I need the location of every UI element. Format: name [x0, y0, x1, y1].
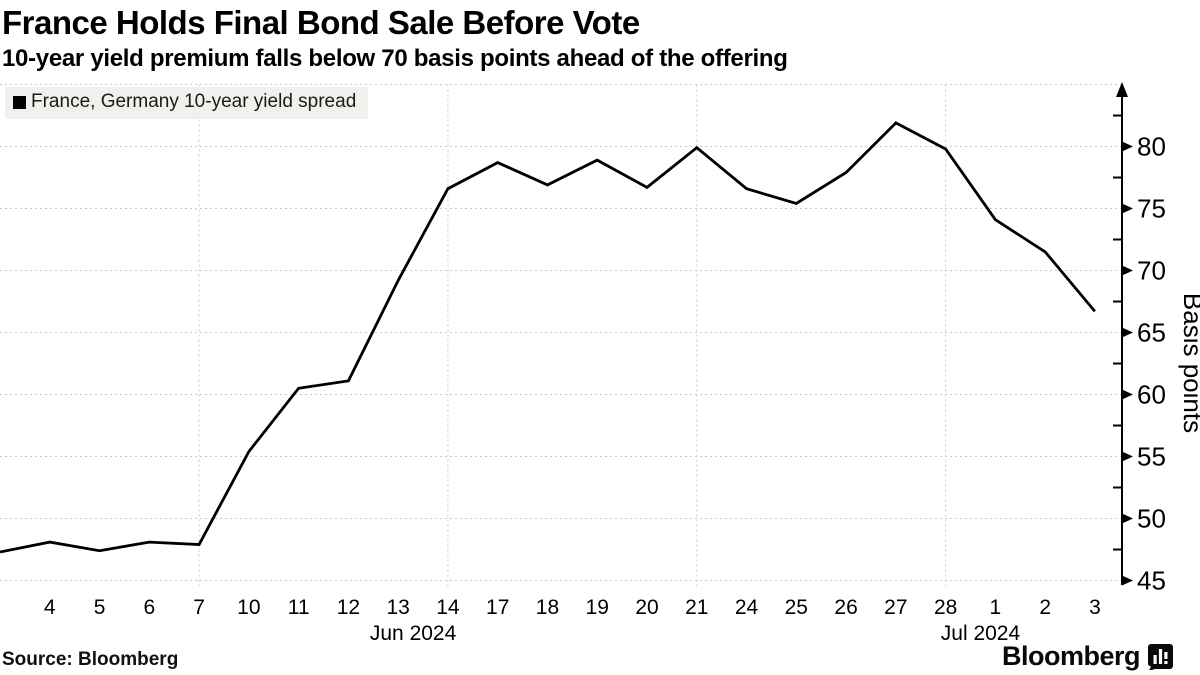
x-tick-label: 12	[337, 596, 360, 619]
x-tick-label: 24	[735, 596, 759, 619]
x-tick-label: 17	[486, 596, 509, 619]
y-tick-label: 60	[1137, 380, 1166, 410]
y-axis-title: Basis points	[1178, 293, 1200, 433]
y-major-tick	[1122, 575, 1133, 586]
x-tick-label: 6	[143, 596, 155, 619]
x-tick-label: 28	[934, 596, 957, 619]
y-tick-label: 55	[1137, 442, 1166, 472]
y-major-tick	[1122, 141, 1133, 152]
page-subtitle: 10-year yield premium falls below 70 bas…	[2, 45, 788, 72]
chart-legend: France, Germany 10-year yield spread	[5, 87, 369, 119]
page-title: France Holds Final Bond Sale Before Vote	[2, 4, 640, 41]
legend-series-label: France, Germany 10-year yield spread	[31, 91, 357, 112]
source-credit: Source: Bloomberg	[2, 649, 179, 670]
y-major-tick	[1122, 327, 1133, 338]
y-tick-label: 50	[1137, 504, 1166, 534]
x-tick-label: 5	[94, 596, 106, 619]
bloomberg-wordmark: Bloomberg	[1001, 641, 1141, 671]
x-tick-label: 7	[193, 596, 205, 619]
legend-series-marker-icon	[13, 95, 26, 109]
x-tick-label: 4	[44, 596, 56, 619]
x-month-label: Jul 2024	[941, 622, 1021, 645]
y-axis-arrow-icon	[1116, 82, 1128, 97]
y-tick-label: 45	[1137, 566, 1166, 596]
y-tick-label: 75	[1137, 194, 1166, 224]
x-tick-label: 13	[386, 596, 409, 619]
bloomberg-logo: Bloomberg	[1002, 641, 1174, 672]
x-tick-label: 21	[685, 596, 708, 619]
y-major-tick	[1122, 389, 1133, 400]
y-major-tick	[1122, 513, 1133, 524]
bloomberg-chart-bars-icon	[1148, 644, 1173, 670]
x-tick-label: 3	[1089, 596, 1101, 619]
y-major-tick	[1122, 451, 1133, 462]
y-tick-label: 65	[1137, 318, 1166, 348]
series-line	[0, 121, 1096, 554]
y-major-tick	[1122, 265, 1133, 276]
y-tick-label: 70	[1137, 256, 1166, 286]
x-tick-label: 25	[785, 596, 808, 619]
x-month-label: Jun 2024	[370, 622, 457, 645]
x-tick-label: 27	[884, 596, 907, 619]
x-tick-label: 1	[990, 596, 1002, 619]
x-tick-label: 10	[237, 596, 260, 619]
y-tick-label: 80	[1137, 132, 1166, 162]
x-tick-label: 14	[436, 596, 460, 619]
x-tick-label: 18	[536, 596, 559, 619]
x-tick-label: 19	[586, 596, 609, 619]
x-tick-label: 20	[635, 596, 658, 619]
y-major-tick	[1122, 203, 1133, 214]
x-tick-label: 26	[834, 596, 857, 619]
x-tick-label: 11	[288, 596, 310, 619]
x-tick-label: 2	[1039, 596, 1051, 619]
